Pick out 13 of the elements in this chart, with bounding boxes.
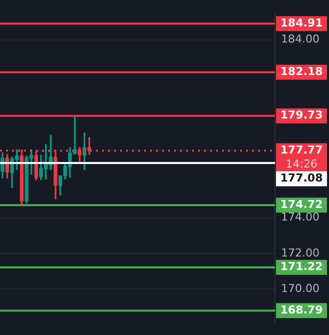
ref-line-label: 182.18 <box>280 65 323 78</box>
y-tick-label: 170.00 <box>281 282 320 295</box>
y-tick-label: 172.00 <box>281 246 320 260</box>
y-tick-label: 174.00 <box>281 210 320 224</box>
text: 14:26 <box>286 158 318 171</box>
ref-line-label: 168.79 <box>280 304 323 317</box>
ref-line-label: 177.08 <box>280 172 323 185</box>
ref-line-label: 174.72 <box>280 198 323 211</box>
ref-line-label: 177.77 <box>280 144 323 157</box>
y-tick-label: 184.00 <box>281 32 320 46</box>
ref-line-label: 184.91 <box>280 16 323 30</box>
ref-line-label: 171.22 <box>280 260 323 274</box>
ref-line-label: 179.73 <box>280 108 323 122</box>
